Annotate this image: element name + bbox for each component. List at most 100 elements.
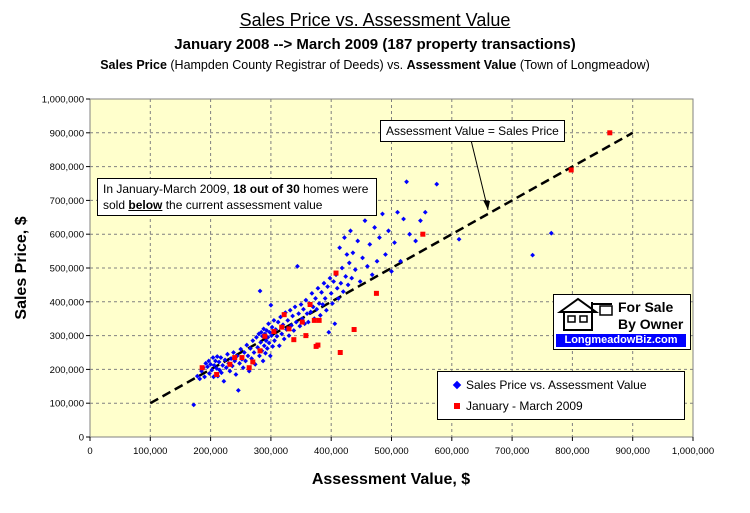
data-point-blue xyxy=(330,301,335,306)
data-point-blue xyxy=(272,338,277,344)
data-point-blue xyxy=(314,306,320,312)
data-point-blue xyxy=(355,238,361,244)
data-point-red xyxy=(315,342,321,348)
data-point-red xyxy=(299,319,305,325)
data-point-blue xyxy=(287,307,293,313)
data-point-blue xyxy=(325,284,330,289)
source-a-rest: (Hampden County Registrar of Deeds) vs. xyxy=(166,58,407,72)
y-tick-label: 100,000 xyxy=(50,399,84,410)
data-point-red xyxy=(199,365,205,371)
y-tick-label: 1,000,000 xyxy=(42,95,84,106)
data-point-blue xyxy=(305,319,311,325)
data-point-blue xyxy=(268,302,274,308)
data-point-blue xyxy=(309,290,315,296)
data-point-blue xyxy=(340,289,346,295)
data-point-red xyxy=(351,327,357,333)
y-tick-label: 200,000 xyxy=(50,365,84,376)
data-point-blue xyxy=(297,323,303,329)
data-point-blue xyxy=(362,218,368,224)
data-point-blue xyxy=(216,359,222,365)
note-text-bold: 18 out of 30 xyxy=(233,182,300,196)
data-point-red xyxy=(227,361,233,367)
y-tick-label: 700,000 xyxy=(50,196,84,207)
data-point-blue xyxy=(203,360,209,366)
data-point-blue xyxy=(319,289,324,295)
data-point-blue xyxy=(222,357,228,363)
data-point-blue xyxy=(293,319,299,325)
data-point-blue xyxy=(380,211,385,217)
data-point-blue xyxy=(202,374,207,380)
chart-subtitle: January 2008 --> March 2009 (187 propert… xyxy=(174,36,576,53)
data-point-blue xyxy=(337,245,343,251)
y-tick-label: 500,000 xyxy=(50,264,84,275)
data-point-blue xyxy=(364,263,370,269)
data-point-blue xyxy=(303,297,309,303)
data-point-blue xyxy=(271,317,277,323)
data-point-red xyxy=(246,365,252,371)
data-point-blue xyxy=(336,296,341,301)
data-point-blue xyxy=(260,358,266,364)
data-point-blue xyxy=(266,321,271,327)
data-point-blue xyxy=(251,350,257,355)
y-tick-label: 800,000 xyxy=(50,162,84,173)
data-point-blue xyxy=(296,311,302,317)
data-point-blue xyxy=(352,267,358,273)
data-point-blue xyxy=(209,367,215,373)
data-point-red xyxy=(307,302,313,308)
data-point-blue xyxy=(395,209,400,215)
logo-line-1: For Sale xyxy=(618,299,674,315)
data-point-blue xyxy=(206,371,212,376)
data-point-blue xyxy=(191,402,197,408)
data-point-blue xyxy=(332,321,338,327)
x-tick-label: 400,000 xyxy=(314,446,348,457)
data-point-blue xyxy=(264,346,270,351)
x-tick-label: 300,000 xyxy=(254,446,288,457)
data-point-blue xyxy=(404,179,409,185)
data-point-blue xyxy=(267,329,273,335)
legend: Sales Price vs. Assessment Value January… xyxy=(437,371,685,420)
data-point-blue xyxy=(243,358,248,364)
data-point-blue xyxy=(214,354,220,359)
data-point-blue xyxy=(220,362,226,368)
data-point-blue xyxy=(321,280,327,286)
data-point-blue xyxy=(250,338,256,344)
data-point-blue xyxy=(338,280,344,286)
data-point-blue xyxy=(348,228,353,234)
data-point-blue xyxy=(369,272,375,278)
y-tick-label: 0 xyxy=(79,433,84,444)
data-point-blue xyxy=(269,333,274,338)
data-point-blue xyxy=(413,238,419,244)
data-point-blue xyxy=(197,376,203,382)
annotation-arrow-head xyxy=(483,200,490,210)
data-point-red xyxy=(311,317,317,323)
data-point-blue xyxy=(349,275,355,281)
data-point-blue xyxy=(328,290,334,296)
annotation-arrow xyxy=(469,135,489,211)
x-tick-labels: 0 100,000 200,000 300,000 400,000 500,000 600,… xyxy=(87,437,714,457)
data-point-red xyxy=(214,371,220,377)
y-tick-labels: 0 100,000 200,000 300,000 400,000 500,000 600,… xyxy=(42,95,90,444)
data-point-blue xyxy=(208,361,213,367)
red-square-icon xyxy=(454,403,460,409)
data-point-blue xyxy=(194,373,200,379)
data-point-red xyxy=(420,231,426,237)
data-point-blue xyxy=(343,274,349,279)
house-icon xyxy=(556,297,613,331)
data-point-blue xyxy=(386,228,391,234)
data-point-blue xyxy=(456,236,462,242)
chart-title: Sales Price vs. Assessment Value xyxy=(239,10,511,30)
data-point-blue xyxy=(346,260,352,266)
data-point-blue xyxy=(263,338,269,344)
data-point-blue xyxy=(258,329,264,335)
data-point-blue xyxy=(245,353,251,359)
data-point-blue xyxy=(342,235,347,240)
data-point-blue xyxy=(274,333,280,339)
data-point-blue xyxy=(398,258,403,264)
data-point-blue xyxy=(231,350,236,355)
data-point-blue xyxy=(205,364,210,370)
data-point-blue xyxy=(254,334,259,340)
data-point-blue xyxy=(238,346,244,352)
data-point-blue xyxy=(258,339,264,345)
data-point-blue xyxy=(530,252,536,258)
data-point-blue xyxy=(269,324,275,330)
